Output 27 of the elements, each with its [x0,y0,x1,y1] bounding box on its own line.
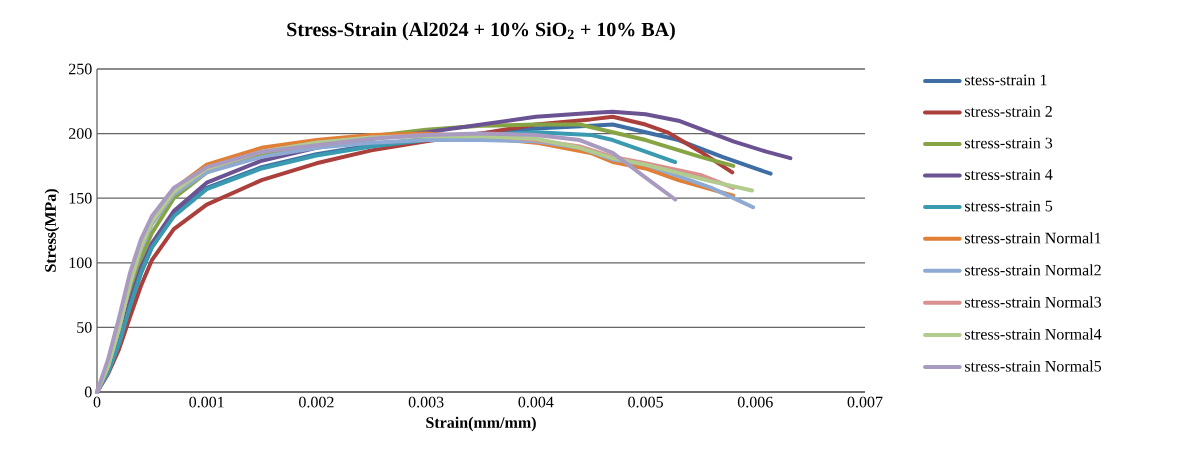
x-tick-label: 0.002 [299,396,334,408]
y-tick-label: 200 [69,128,92,139]
x-tick-label: 0.003 [408,396,444,408]
y-tick-label: 50 [77,322,92,333]
x-axis-title: Strain(mm/mm) [426,416,536,432]
legend-label: stress-strain 2 [965,106,1052,117]
y-tick-label: 0 [84,386,92,398]
y-tick-label: 250 [69,63,92,75]
legend-label: stress-strain Normal1 [965,232,1101,244]
legend-label: stress-strain Normal3 [965,296,1102,308]
legend-label: stress-strain Normal5 [965,360,1102,372]
x-tick-label: 0.001 [189,396,224,408]
x-tick-label: 0.007 [847,396,883,408]
x-tick-label: 0.004 [518,396,554,408]
legend-label: stress-strain Normal2 [965,264,1101,276]
x-tick-label: 0.005 [628,396,663,408]
chart-title: Stress-Strain (Al2024 + 10% SiO$_{2}$ + 10% BA) [287,22,675,41]
legend-label: stress-strain 5 [965,200,1053,212]
x-tick-label: 0 [93,396,101,408]
legend-label: stress-strain Normal4 [965,328,1102,340]
legend-label: stress-strain 3 [965,137,1053,149]
legend-label: stress-strain 4 [965,169,1053,180]
y-tick-label: 100 [69,257,92,269]
y-tick-label: 150 [69,192,92,204]
y-axis-title: Stress(MPa) [44,189,60,272]
legend-label: stess-strain 1 [965,74,1047,86]
x-tick-label: 0.006 [737,396,773,408]
